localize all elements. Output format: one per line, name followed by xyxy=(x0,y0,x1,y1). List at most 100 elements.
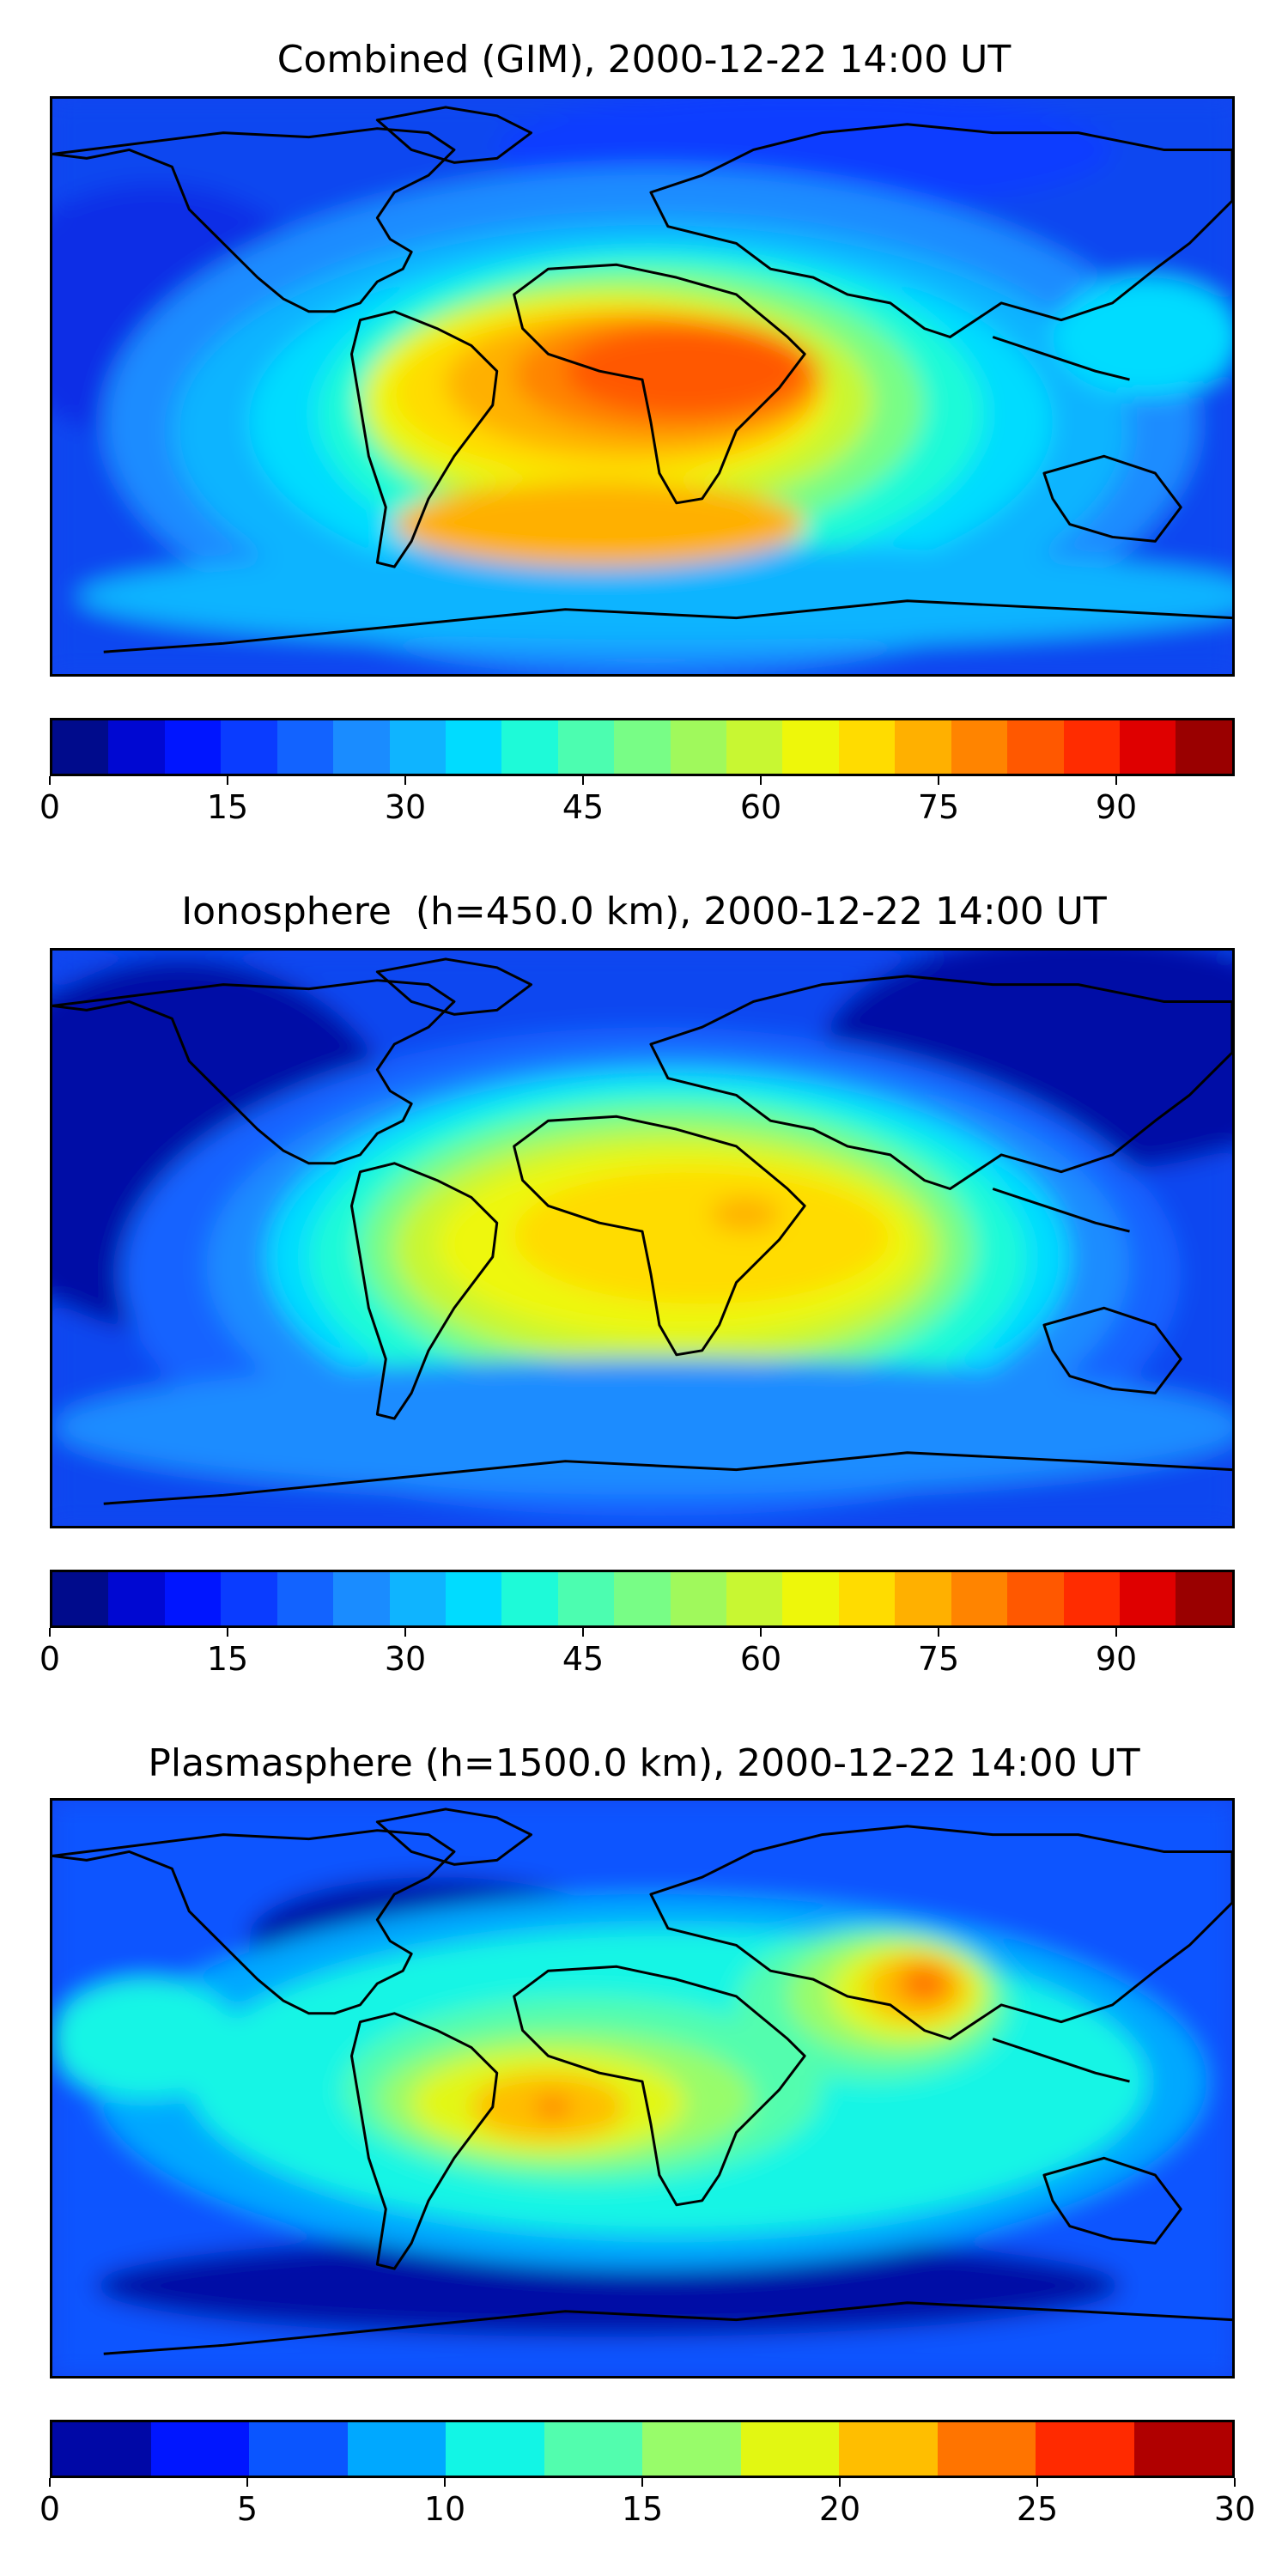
map-ionosphere xyxy=(50,948,1235,1528)
colorbar-ticks-ionosphere: 0 15 30 45 60 75 90 xyxy=(39,1628,1235,1678)
colorbar-cell xyxy=(52,720,109,774)
colorbar-tick-mark xyxy=(49,2478,51,2487)
panel-title-combined: Combined (GIM), 2000-12-22 14:00 UT xyxy=(276,38,1012,82)
colorbar-cell xyxy=(150,2422,249,2476)
colorbar-cell xyxy=(1063,720,1121,774)
colorbar-tick-mark xyxy=(227,1628,228,1637)
colorbar-cell xyxy=(557,1572,615,1625)
colorbar-plasmasphere xyxy=(50,2420,1235,2478)
colorbar-tick-mark xyxy=(1234,2478,1236,2487)
colorbar-tick-label: 75 xyxy=(917,1640,960,1678)
colorbar-cell xyxy=(501,720,558,774)
colorbar-cell xyxy=(276,720,334,774)
colorbar-cell xyxy=(726,1572,783,1625)
colorbar-cell xyxy=(108,1572,165,1625)
colorbar-tick-label: 60 xyxy=(739,788,782,826)
colorbar-tick-label: 60 xyxy=(739,1640,782,1678)
colorbar-tick-label: 25 xyxy=(1016,2490,1059,2528)
colorbar-cell xyxy=(249,2422,348,2476)
colorbar-cell xyxy=(164,720,222,774)
colorbar-cell xyxy=(445,1572,502,1625)
colorbar-cell xyxy=(389,1572,446,1625)
colorbar-cell xyxy=(1036,2422,1134,2476)
colorbar-cell xyxy=(1120,1572,1176,1625)
colorbar-cell xyxy=(895,720,951,774)
colorbar-tick-label: 75 xyxy=(917,788,960,826)
colorbar-tick-mark xyxy=(938,1628,939,1637)
colorbar-cell xyxy=(937,2422,1036,2476)
colorbar-tick-mark xyxy=(938,776,939,785)
map-combined-gim xyxy=(50,96,1235,677)
colorbar-tick-label: 30 xyxy=(1213,2490,1256,2528)
colorbar-cell xyxy=(951,1572,1008,1625)
colorbar-ticks-plasmasphere: 0 5 10 15 20 25 30 xyxy=(39,2478,1255,2528)
colorbar-tick-label: 15 xyxy=(621,2490,664,2528)
colorbar-cell xyxy=(740,2422,839,2476)
colorbar-cell xyxy=(389,720,446,774)
colorbar-cell xyxy=(670,720,727,774)
colorbar-tick-mark xyxy=(582,1628,584,1637)
colorbar-cell xyxy=(347,2422,446,2476)
colorbar-tick-label: 10 xyxy=(423,2490,466,2528)
colorbar-cell xyxy=(333,720,390,774)
colorbar-tick-mark xyxy=(1115,1628,1117,1637)
colorbar-cell xyxy=(726,720,783,774)
panel-title-ionosphere: Ionosphere (h=450.0 km), 2000-12-22 14:0… xyxy=(181,890,1107,933)
colorbar-cell xyxy=(782,1572,839,1625)
colorbar-cell xyxy=(1063,1572,1121,1625)
colorbar-cell xyxy=(1176,1572,1232,1625)
colorbar-cell xyxy=(895,1572,951,1625)
colorbar-cell xyxy=(1133,2422,1232,2476)
colorbar-tick-mark xyxy=(49,776,51,785)
colorbar-ticks-combined: 0 15 30 45 60 75 90 xyxy=(39,776,1235,826)
colorbar-cell xyxy=(445,720,502,774)
colorbar-cell xyxy=(670,1572,727,1625)
colorbar-cell xyxy=(557,720,615,774)
colorbar-tick-mark xyxy=(49,1628,51,1637)
colorbar-combined xyxy=(50,718,1235,776)
colorbar-cell xyxy=(108,720,165,774)
colorbar-tick-mark xyxy=(227,776,228,785)
colorbar-tick-mark xyxy=(760,1628,762,1637)
colorbar-tick-label: 0 xyxy=(39,788,61,826)
colorbar-cell xyxy=(951,720,1008,774)
colorbar-tick-mark xyxy=(1115,776,1117,785)
colorbar-tick-mark xyxy=(404,776,406,785)
colorbar-tick-label: 15 xyxy=(206,1640,249,1678)
colorbar-cell xyxy=(1120,720,1176,774)
colorbar-tick-label: 45 xyxy=(562,1640,605,1678)
colorbar-cell xyxy=(1007,720,1064,774)
colorbar-tick-label: 45 xyxy=(562,788,605,826)
colorbar-cell xyxy=(276,1572,334,1625)
colorbar-cell xyxy=(446,2422,544,2476)
colorbar-tick-mark xyxy=(641,2478,643,2487)
colorbar-cell xyxy=(838,1572,896,1625)
colorbar-tick-label: 30 xyxy=(384,1640,427,1678)
colorbar-tick-label: 0 xyxy=(39,1640,61,1678)
colorbar-tick-mark xyxy=(404,1628,406,1637)
colorbar-tick-mark xyxy=(444,2478,446,2487)
panel-title-plasmasphere: Plasmasphere (h=1500.0 km), 2000-12-22 1… xyxy=(148,1741,1140,1785)
colorbar-cell xyxy=(544,2422,642,2476)
colorbar-tick-label: 15 xyxy=(206,788,249,826)
colorbar-tick-label: 20 xyxy=(818,2490,861,2528)
colorbar-tick-mark xyxy=(760,776,762,785)
colorbar-cell xyxy=(614,720,671,774)
colorbar-cell xyxy=(614,1572,671,1625)
colorbar-tick-label: 90 xyxy=(1095,788,1138,826)
colorbar-cell xyxy=(221,720,277,774)
colorbar-tick-label: 30 xyxy=(384,788,427,826)
colorbar-tick-mark xyxy=(246,2478,248,2487)
colorbar-tick-mark xyxy=(582,776,584,785)
colorbar-tick-label: 90 xyxy=(1095,1640,1138,1678)
colorbar-tick-mark xyxy=(839,2478,841,2487)
colorbar-cell xyxy=(1007,1572,1064,1625)
colorbar-cell xyxy=(642,2422,741,2476)
colorbar-cell xyxy=(221,1572,277,1625)
colorbar-tick-mark xyxy=(1036,2478,1038,2487)
colorbar-cell xyxy=(52,2422,151,2476)
colorbar-cell xyxy=(164,1572,222,1625)
colorbar-cell xyxy=(782,720,839,774)
colorbar-cell xyxy=(838,720,896,774)
colorbar-ionosphere xyxy=(50,1570,1235,1628)
